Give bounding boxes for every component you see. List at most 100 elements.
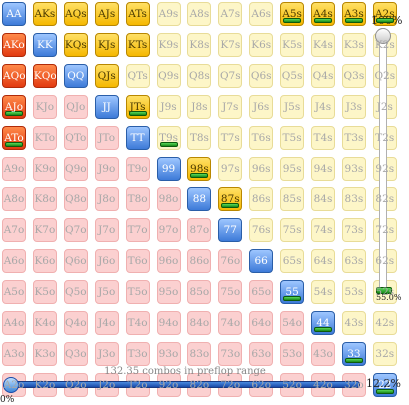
hand-cell[interactable]: 62o: [249, 372, 274, 397]
hand-cell[interactable]: T4s: [311, 125, 335, 150]
hand-cell[interactable]: 74o: [218, 311, 243, 335]
hand-cell[interactable]: 64s: [311, 249, 335, 274]
hand-cell[interactable]: J5o: [94, 280, 119, 305]
hand-cell[interactable]: J9s: [156, 94, 181, 119]
hand-cell[interactable]: KQs: [63, 32, 88, 57]
hand-cell[interactable]: QJs: [94, 63, 119, 88]
hand-cell[interactable]: 75o: [218, 280, 243, 305]
hand-cell[interactable]: Q9s: [156, 63, 181, 88]
hand-cell[interactable]: K3s: [341, 32, 366, 57]
hand-cell[interactable]: K5s: [280, 32, 305, 57]
hand-cell[interactable]: 65o: [249, 280, 274, 305]
hand-cell[interactable]: 95o: [156, 280, 181, 305]
hand-cell[interactable]: KJs: [94, 32, 119, 57]
hand-cell[interactable]: Q3s: [341, 63, 366, 88]
hand-cell[interactable]: 83o: [187, 341, 212, 366]
hand-cell[interactable]: 42o: [311, 372, 335, 397]
hand-cell[interactable]: 54o: [280, 311, 305, 335]
hand-cell[interactable]: T7s: [218, 125, 243, 150]
hand-cell[interactable]: J3s: [341, 94, 366, 119]
hand-cell[interactable]: 86s: [249, 187, 274, 212]
hand-cell[interactable]: QJo: [63, 94, 88, 119]
hand-cell[interactable]: Q6s: [249, 63, 274, 88]
hand-cell[interactable]: KK: [32, 32, 57, 57]
hand-cell[interactable]: 93s: [341, 156, 366, 181]
hand-cell[interactable]: 72o: [218, 372, 243, 397]
hand-cell[interactable]: QQ: [63, 63, 88, 88]
hand-cell[interactable]: A6s: [249, 2, 274, 26]
hand-cell[interactable]: AQs: [63, 2, 88, 26]
hand-cell[interactable]: K6s: [249, 32, 274, 57]
hand-cell[interactable]: A9s: [156, 2, 181, 26]
hand-cell[interactable]: ATo: [2, 125, 26, 150]
hand-cell[interactable]: 94o: [156, 311, 181, 335]
hand-cell[interactable]: T8o: [125, 187, 150, 212]
hand-cell[interactable]: Q5o: [63, 280, 88, 305]
hand-cell[interactable]: T5o: [125, 280, 150, 305]
hand-cell[interactable]: 93o: [156, 341, 181, 366]
hand-cell[interactable]: K7s: [218, 32, 243, 57]
hand-cell[interactable]: 85s: [280, 187, 305, 212]
hand-cell[interactable]: A9o: [2, 156, 26, 181]
hand-cell[interactable]: Q4o: [63, 311, 88, 335]
hand-cell[interactable]: 54s: [311, 280, 335, 305]
hand-cell[interactable]: T7o: [125, 218, 150, 243]
hand-cell[interactable]: 96s: [249, 156, 274, 181]
vertical-slider-thumb[interactable]: [375, 28, 391, 44]
hand-cell[interactable]: Q7s: [218, 63, 243, 88]
hand-cell[interactable]: 33: [341, 341, 366, 366]
hand-cell[interactable]: 74s: [311, 218, 335, 243]
hand-cell[interactable]: A4o: [2, 311, 26, 335]
hand-cell[interactable]: 65s: [280, 249, 305, 274]
hand-cell[interactable]: T3s: [341, 125, 366, 150]
hand-cell[interactable]: Q9o: [63, 156, 88, 181]
vertical-slider-track[interactable]: [379, 28, 387, 290]
hand-cell[interactable]: 98o: [156, 187, 181, 212]
hand-cell[interactable]: T9s: [156, 125, 181, 150]
hand-cell[interactable]: Q6o: [63, 249, 88, 274]
hand-cell[interactable]: KJo: [32, 94, 57, 119]
hand-cell[interactable]: 73o: [218, 341, 243, 366]
hand-cell[interactable]: 43o: [311, 341, 335, 366]
hand-cell[interactable]: A3s: [341, 2, 366, 26]
hand-cell[interactable]: AJs: [94, 2, 119, 26]
hand-cell[interactable]: AQo: [2, 63, 26, 88]
hand-cell[interactable]: T6o: [125, 249, 150, 274]
hand-cell[interactable]: 96o: [156, 249, 181, 274]
hand-cell[interactable]: 86o: [187, 249, 212, 274]
hand-cell[interactable]: Q7o: [63, 218, 88, 243]
hand-cell[interactable]: 63o: [249, 341, 274, 366]
hand-cell[interactable]: Q5s: [280, 63, 305, 88]
hand-cell[interactable]: A5o: [2, 280, 26, 305]
hand-cell[interactable]: 22: [372, 372, 397, 397]
hand-cell[interactable]: K8o: [32, 187, 57, 212]
hand-cell[interactable]: J6o: [94, 249, 119, 274]
hand-cell[interactable]: A2s: [372, 2, 397, 26]
hand-cell[interactable]: K2o: [32, 372, 57, 397]
hand-cell[interactable]: J3o: [94, 341, 119, 366]
hand-cell[interactable]: 84s: [311, 187, 335, 212]
hand-cell[interactable]: A4s: [311, 2, 335, 26]
hand-cell[interactable]: J9o: [94, 156, 119, 181]
hand-cell[interactable]: 42s: [372, 311, 397, 335]
hand-cell[interactable]: 88: [187, 187, 212, 212]
hand-cell[interactable]: J6s: [249, 94, 274, 119]
hand-cell[interactable]: 87s: [218, 187, 243, 212]
hand-cell[interactable]: A6o: [2, 249, 26, 274]
hand-cell[interactable]: J7o: [94, 218, 119, 243]
hand-cell[interactable]: J5s: [280, 94, 305, 119]
hand-cell[interactable]: Q8s: [187, 63, 212, 88]
hand-cell[interactable]: 44: [311, 311, 335, 335]
hand-cell[interactable]: J8s: [187, 94, 212, 119]
hand-cell[interactable]: J4o: [94, 311, 119, 335]
hand-cell[interactable]: 32s: [372, 341, 397, 366]
hand-cell[interactable]: 73s: [341, 218, 366, 243]
hand-cell[interactable]: A8s: [187, 2, 212, 26]
hand-cell[interactable]: 75s: [280, 218, 305, 243]
hand-cell[interactable]: J4s: [311, 94, 335, 119]
hand-cell[interactable]: A3o: [2, 341, 26, 366]
hand-cell[interactable]: K4s: [311, 32, 335, 57]
hand-cell[interactable]: T6s: [249, 125, 274, 150]
hand-cell[interactable]: A5s: [280, 2, 305, 26]
hand-cell[interactable]: 76s: [249, 218, 274, 243]
